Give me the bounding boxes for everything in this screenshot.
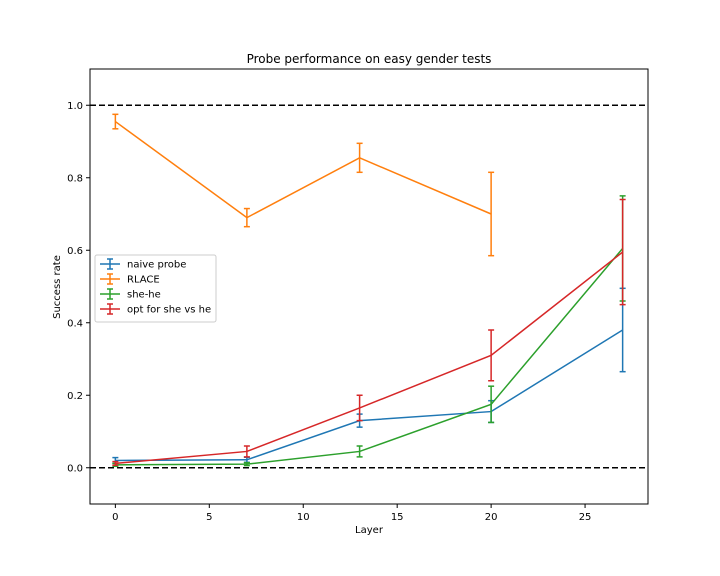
y-tick-label: 0.6 [67,246,83,257]
y-tick-label: 0.0 [67,463,83,474]
x-tick-label: 0 [112,512,118,523]
legend-label: naive probe [127,260,186,271]
legend-label: opt for she vs he [127,305,211,316]
x-tick-label: 25 [579,512,592,523]
y-tick-label: 0.4 [67,318,83,329]
y-tick-label: 0.8 [67,173,83,184]
y-axis-label: Success rate [52,255,63,319]
x-tick-label: 20 [485,512,498,523]
y-axis: 0.0 0.2 0.4 0.6 0.8 1.0 [67,101,90,474]
x-axis-label: Layer [355,525,384,536]
y-tick-label: 0.2 [67,391,83,402]
x-tick-label: 10 [297,512,310,523]
series-line-1 [114,120,492,219]
legend: naive probe RLACE she-he opt for she vs he [94,254,217,323]
plot-frame [89,68,649,505]
legend-box [94,254,217,323]
x-axis: 0 5 10 15 20 25 [112,504,591,523]
x-tick-label: 5 [206,512,212,523]
chart-title: Probe performance on easy gender tests [247,52,492,66]
y-tick-label: 1.0 [67,101,83,112]
plot-area [90,104,648,469]
legend-label: she-he [127,290,161,301]
legend-label: RLACE [127,275,160,286]
x-tick-label: 15 [391,512,404,523]
